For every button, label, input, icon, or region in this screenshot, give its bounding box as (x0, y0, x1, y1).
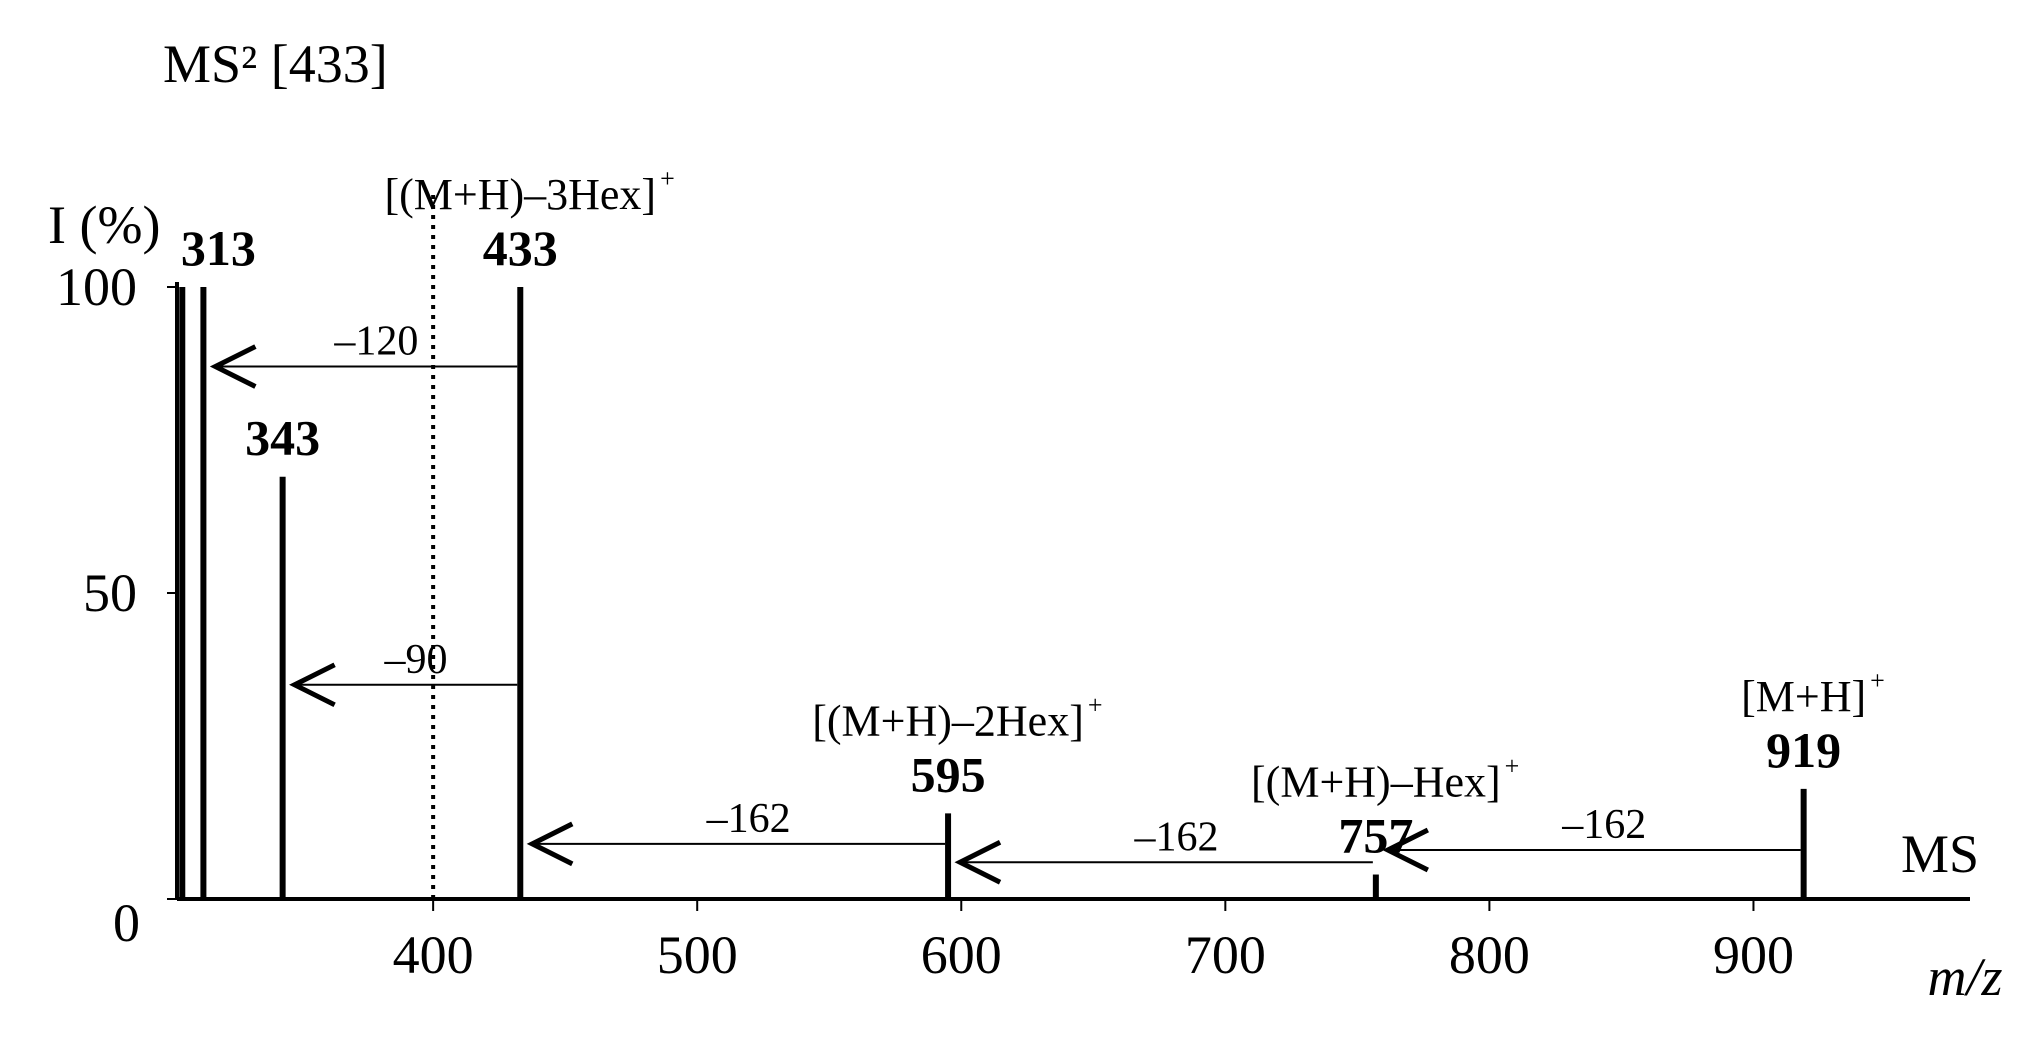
ion-label: [M+H] (1741, 672, 1866, 721)
x-tick-label: 500 (657, 925, 738, 985)
loss-label: –120 (333, 319, 418, 365)
ion-label: [(M+H)–Hex] (1251, 758, 1501, 807)
x-tick-label: 800 (1449, 925, 1530, 985)
x-tick-label: 900 (1713, 925, 1794, 985)
y-tick-label: 100 (56, 257, 137, 317)
peak-label: 313 (181, 220, 256, 276)
x-tick-label: 600 (921, 925, 1002, 985)
x-tick-label: 400 (393, 925, 474, 985)
arrow-head (289, 662, 336, 708)
region-label: MS (1901, 824, 1979, 884)
ion-charge: + (660, 164, 675, 193)
y-axis-label: I (%) (48, 195, 160, 255)
loss-label: –162 (1561, 802, 1646, 848)
arrow-head (526, 821, 574, 867)
chart-title: MS² [433] (163, 34, 388, 94)
x-axis-label: m/z (1927, 947, 2002, 1007)
y-tick-label: 0 (113, 893, 140, 953)
x-tick-label: 700 (1185, 925, 1266, 985)
ion-charge: + (1505, 752, 1520, 781)
peak-label: 595 (911, 746, 986, 802)
arrow-head (1382, 827, 1429, 873)
arrow-head (209, 344, 257, 389)
y-tick-label: 50 (83, 563, 137, 623)
loss-label: –162 (1133, 814, 1218, 860)
peak-label: 919 (1766, 722, 1841, 778)
loss-label: –162 (706, 796, 791, 842)
ion-charge: + (1088, 690, 1103, 719)
loss-label: –90 (383, 637, 447, 683)
peak-label: 343 (245, 410, 320, 466)
ion-charge: + (1870, 666, 1885, 695)
peak-label: 433 (483, 220, 558, 276)
ion-label: [(M+H)–2Hex] (812, 696, 1084, 745)
ion-label: [(M+H)–3Hex] (384, 170, 656, 219)
arrow-head (954, 840, 1002, 885)
